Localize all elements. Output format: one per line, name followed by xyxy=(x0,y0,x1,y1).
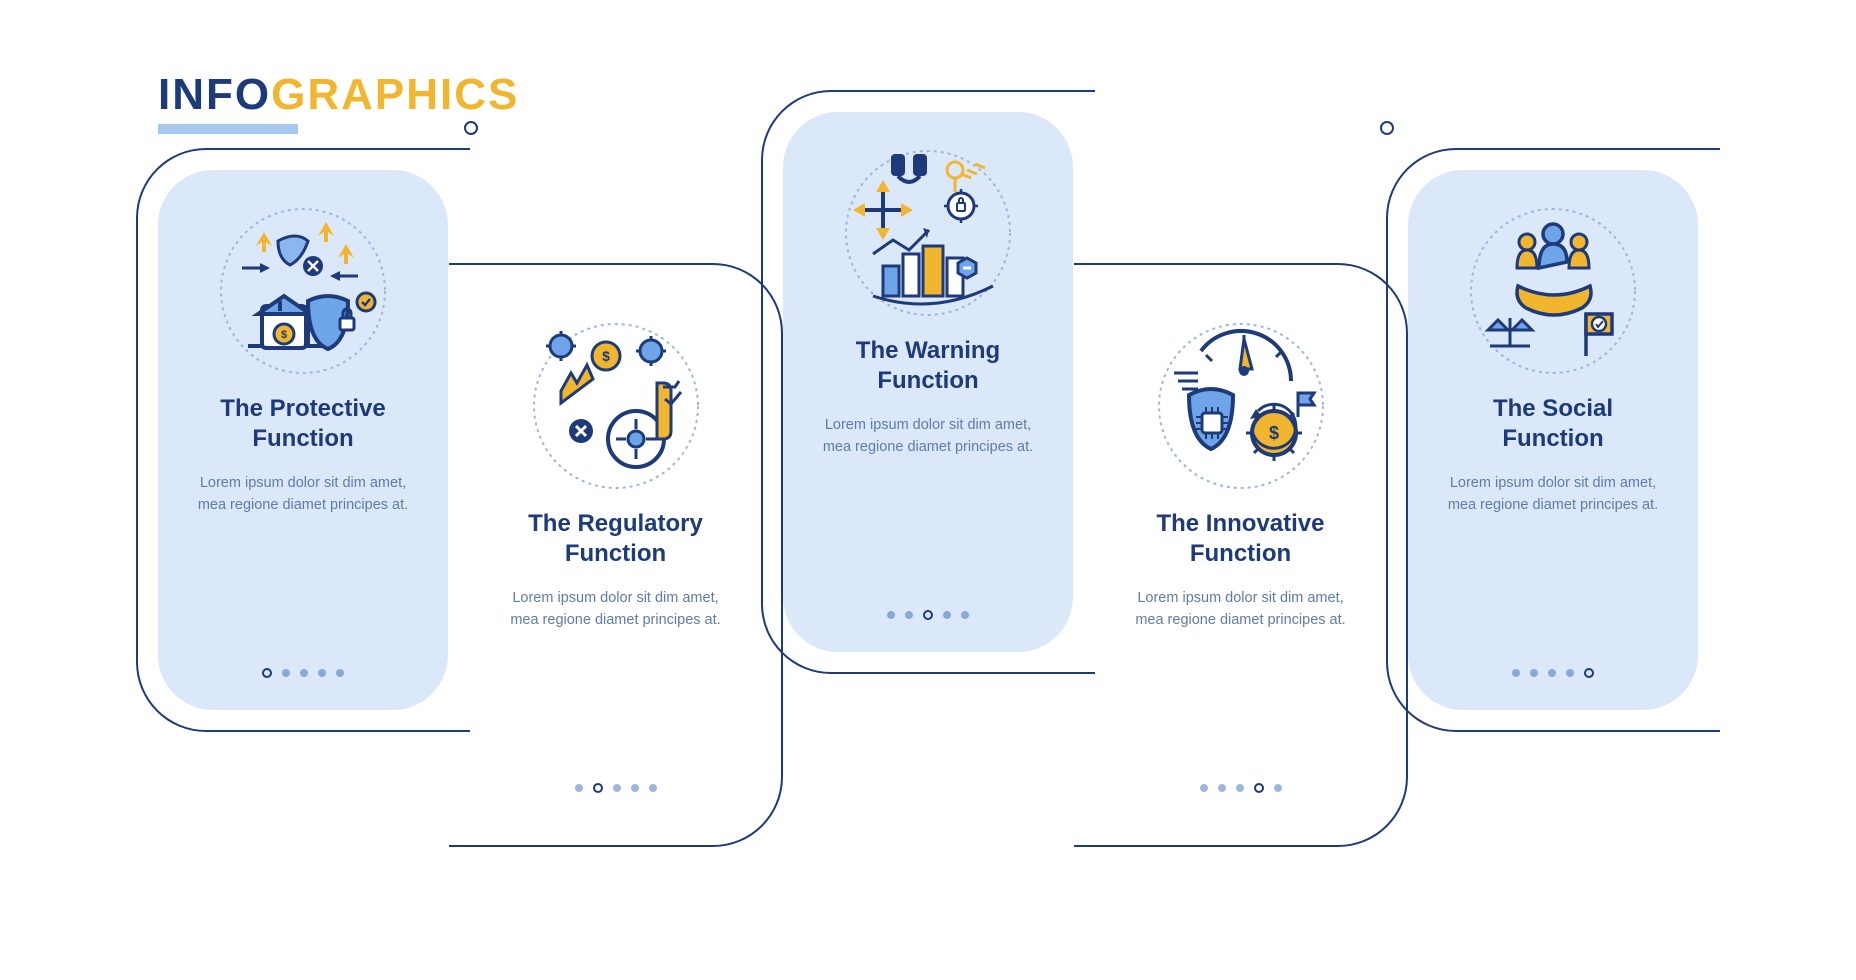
card-description: Lorem ipsum dolor sit dim amet, mea regi… xyxy=(818,414,1038,459)
pagination-dot[interactable] xyxy=(593,783,603,793)
card-protective: The Protective Function Lorem ipsum dolor… xyxy=(158,170,448,710)
title-underline xyxy=(158,124,298,134)
card-social: The Social Function Lorem ipsum dolor sit… xyxy=(1408,170,1698,710)
pagination-dots xyxy=(1512,649,1594,678)
pagination-dot[interactable] xyxy=(282,669,290,677)
card-title: The Innovative Function xyxy=(1131,509,1351,569)
card-title: The Social Function xyxy=(1443,394,1663,454)
pagination-dots xyxy=(575,764,657,793)
warning-icon xyxy=(843,148,1013,318)
card-body: The Innovative Function Lorem ipsum dolor… xyxy=(1096,285,1386,825)
pagination-dot[interactable] xyxy=(1512,669,1520,677)
pagination-dot[interactable] xyxy=(1254,783,1264,793)
pagination-dot[interactable] xyxy=(1218,784,1226,792)
card-body: The Social Function Lorem ipsum dolor sit… xyxy=(1408,170,1698,710)
title-part-2: GRAPHICS xyxy=(271,70,519,119)
pagination-dot[interactable] xyxy=(336,669,344,677)
pagination-dot[interactable] xyxy=(631,784,639,792)
pagination-dot[interactable] xyxy=(649,784,657,792)
pagination-dots xyxy=(262,649,344,678)
card-body: The Protective Function Lorem ipsum dolor… xyxy=(158,170,448,710)
card-regulatory: The Regulatory Function Lorem ipsum dolor… xyxy=(471,285,761,825)
pagination-dot[interactable] xyxy=(961,611,969,619)
social-icon xyxy=(1468,206,1638,376)
cards-container: The Protective Function Lorem ipsum dolor… xyxy=(158,170,1698,870)
pagination-dot[interactable] xyxy=(1236,784,1244,792)
pagination-dot[interactable] xyxy=(1274,784,1282,792)
pagination-dot[interactable] xyxy=(1584,668,1594,678)
card-description: Lorem ipsum dolor sit dim amet, mea regi… xyxy=(193,472,413,517)
pagination-dot[interactable] xyxy=(1566,669,1574,677)
card-description: Lorem ipsum dolor sit dim amet, mea regi… xyxy=(1443,472,1663,517)
pagination-dot[interactable] xyxy=(318,669,326,677)
card-title: The Protective Function xyxy=(193,394,413,454)
innovative-icon xyxy=(1156,321,1326,491)
pagination-dot[interactable] xyxy=(923,610,933,620)
pagination-dots xyxy=(887,591,969,620)
terminal-dot-end xyxy=(1380,121,1394,135)
pagination-dot[interactable] xyxy=(905,611,913,619)
card-body: The Regulatory Function Lorem ipsum dolor… xyxy=(471,285,761,825)
terminal-dot-start xyxy=(464,121,478,135)
protective-icon xyxy=(218,206,388,376)
card-description: Lorem ipsum dolor sit dim amet, mea regi… xyxy=(1131,587,1351,632)
pagination-dot[interactable] xyxy=(1530,669,1538,677)
page-title: INFOGRAPHICS xyxy=(158,70,519,120)
pagination-dot[interactable] xyxy=(300,669,308,677)
pagination-dot[interactable] xyxy=(262,668,272,678)
pagination-dot[interactable] xyxy=(575,784,583,792)
pagination-dot[interactable] xyxy=(613,784,621,792)
regulatory-icon xyxy=(531,321,701,491)
card-title: The Warning Function xyxy=(818,336,1038,396)
pagination-dots xyxy=(1200,764,1282,793)
pagination-dot[interactable] xyxy=(943,611,951,619)
card-innovative: The Innovative Function Lorem ipsum dolor… xyxy=(1096,285,1386,825)
title-part-1: INFO xyxy=(158,70,271,119)
card-title: The Regulatory Function xyxy=(506,509,726,569)
card-description: Lorem ipsum dolor sit dim amet, mea regi… xyxy=(506,587,726,632)
pagination-dot[interactable] xyxy=(1548,669,1556,677)
pagination-dot[interactable] xyxy=(1200,784,1208,792)
card-warning: The Warning Function Lorem ipsum dolor si… xyxy=(783,112,1073,652)
card-body: The Warning Function Lorem ipsum dolor si… xyxy=(783,112,1073,652)
pagination-dot[interactable] xyxy=(887,611,895,619)
